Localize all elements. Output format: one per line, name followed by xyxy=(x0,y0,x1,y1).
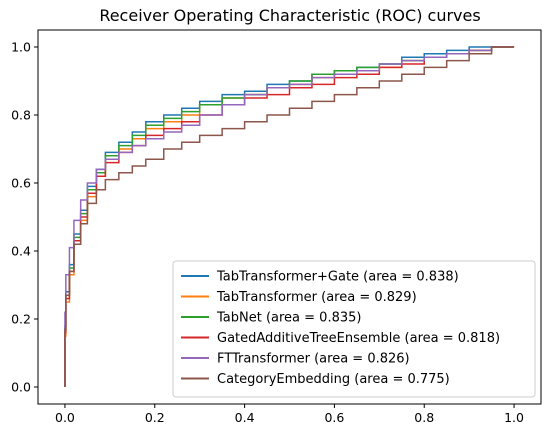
series-line-5 xyxy=(64,46,515,387)
x-tick-label: 0.6 xyxy=(324,410,344,425)
x-tick-label: 0.8 xyxy=(414,410,434,425)
x-tick-label: 1.0 xyxy=(504,410,524,425)
legend-label-3: GatedAdditiveTreeEnsemble (area = 0.818) xyxy=(217,331,500,346)
x-tick-label: 0.0 xyxy=(55,410,75,425)
plot-area xyxy=(64,46,515,387)
series-line-4 xyxy=(64,46,515,387)
chart-title: Receiver Operating Characteristic (ROC) … xyxy=(99,6,480,25)
legend-label-5: CategoryEmbedding (area = 0.775) xyxy=(217,372,450,387)
y-tick-label: 0.8 xyxy=(11,108,31,123)
x-tick-label: 0.4 xyxy=(235,410,255,425)
legend-label-1: TabTransformer (area = 0.829) xyxy=(216,290,417,305)
legend: TabTransformer+Gate (area = 0.838) TabTra… xyxy=(172,260,536,398)
y-tick-label: 0.0 xyxy=(11,380,31,395)
plot-frame xyxy=(37,29,542,405)
y-tick-label: 0.6 xyxy=(11,176,31,191)
legend-box xyxy=(172,260,536,398)
y-tick-label: 0.4 xyxy=(11,244,31,259)
legend-label-2: TabNet (area = 0.835) xyxy=(216,311,361,326)
legend-label-0: TabTransformer+Gate (area = 0.838) xyxy=(216,270,459,285)
y-tick-label: 0.2 xyxy=(11,312,31,327)
legend-label-4: FTTransformer (area = 0.826) xyxy=(217,352,410,367)
y-tick-label: 1.0 xyxy=(11,40,31,55)
x-tick-label: 0.2 xyxy=(145,410,165,425)
axes: 0.0 0.2 0.4 0.6 0.8 1.0 0.0 0.2 0.4 0.6 0.8 1.0 xyxy=(11,29,542,425)
